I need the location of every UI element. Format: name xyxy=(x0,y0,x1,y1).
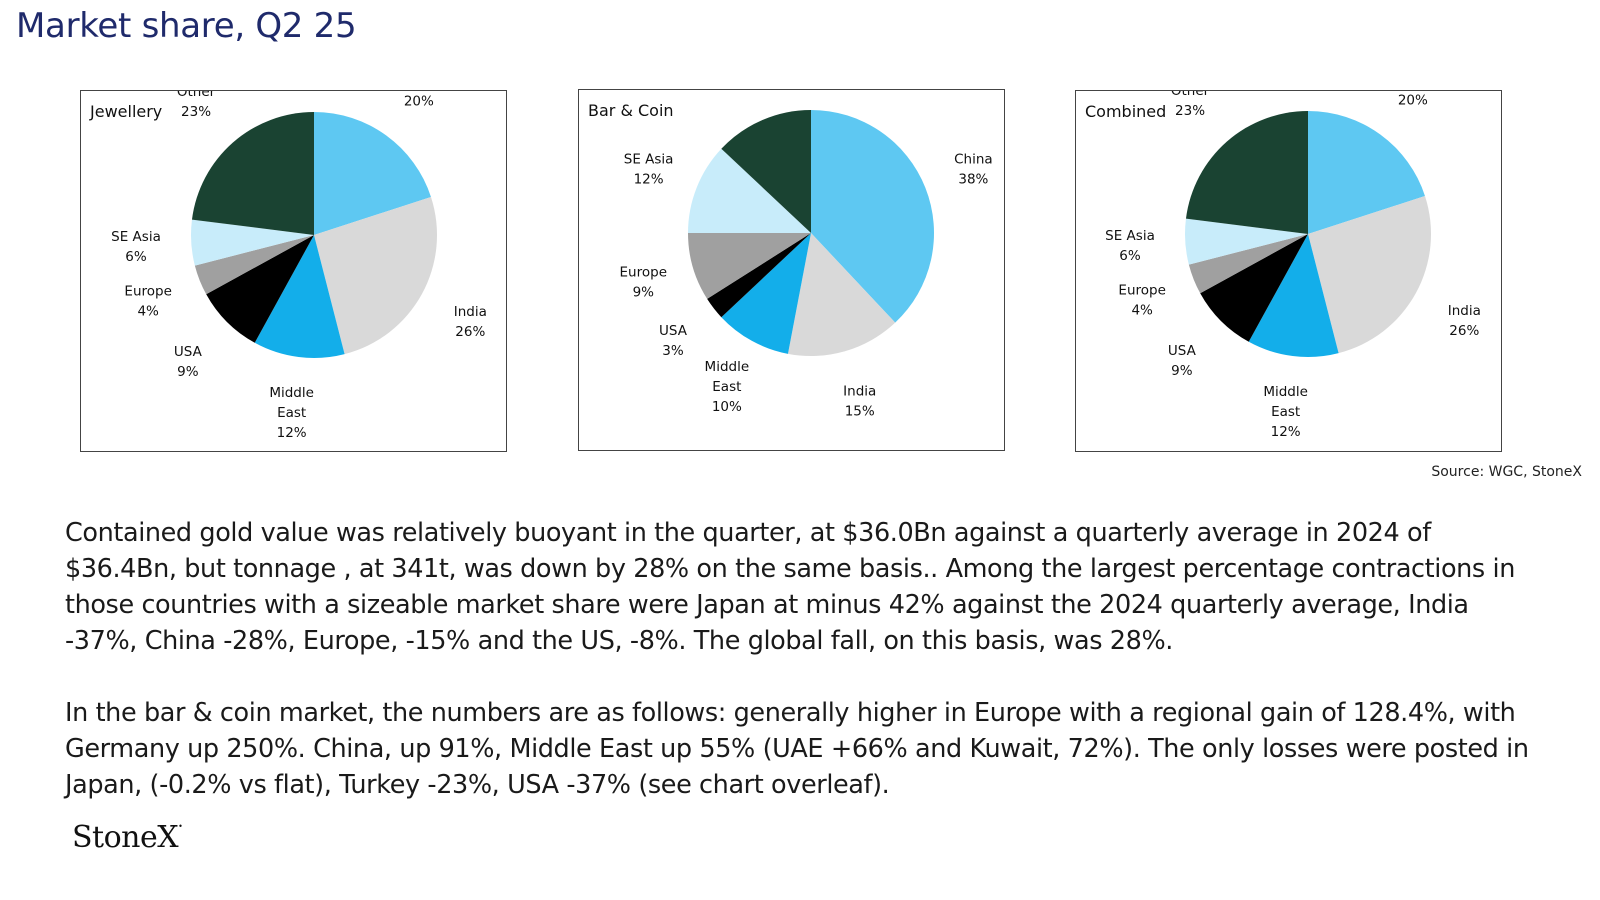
pie-slice-china xyxy=(1308,111,1425,234)
chart-title: Jewellery xyxy=(90,102,163,121)
pie-slice-middle-east xyxy=(254,235,345,358)
slice-label-china: China20% xyxy=(1394,91,1433,109)
pie-slice-india xyxy=(1308,195,1431,354)
chart-title: Combined xyxy=(1085,102,1167,121)
pie-slice-china xyxy=(314,112,431,235)
pie-slice-usa xyxy=(1200,234,1308,342)
slice-label-usa: USA 9% xyxy=(1168,343,1197,379)
slice-label-other: Other13% xyxy=(722,90,761,92)
pie-svg: China 38% India 15% Middle East 10% USA 3% Europe… xyxy=(620,90,993,420)
slice-label-se-asia: SE Asia 12% xyxy=(624,152,674,188)
slice-label-usa: USA 9% xyxy=(174,344,203,380)
pie-slice-europe xyxy=(688,233,811,299)
slice-label-china: China 38% xyxy=(954,152,993,188)
pie-slice-usa xyxy=(206,235,314,343)
slice-label-india: India 26% xyxy=(1448,303,1481,339)
slice-label-europe: Europe 4% xyxy=(1118,283,1165,319)
pie-slice-other xyxy=(1185,111,1308,234)
slice-label-europe: Europe 4% xyxy=(124,284,171,320)
slice-label-middle-east: Middle East 10% xyxy=(705,359,750,415)
paragraph: Contained gold value was relatively buoy… xyxy=(65,518,1515,656)
chart-title: Bar & Coin xyxy=(588,101,674,120)
pie-slice-other xyxy=(721,110,811,233)
slice-label-se-asia: SE Asia 6% xyxy=(111,229,161,265)
pie-slice-europe xyxy=(1188,234,1308,294)
paragraph: In the bar & coin market, the numbers ar… xyxy=(65,698,1529,800)
pie-slice-europe xyxy=(194,235,314,295)
pie-slice-india xyxy=(314,196,437,355)
pie-chart-bar-coin: China 38% India 15% Middle East 10% USA 3% Europe… xyxy=(578,89,1005,451)
slice-label-usa: USA 3% xyxy=(659,323,688,359)
pie-slice-other xyxy=(191,112,314,235)
source-note: Source: WGC, StoneX xyxy=(1431,464,1582,480)
commentary: Contained gold value was relatively buoy… xyxy=(65,515,1545,839)
pie-slice-middle-east xyxy=(721,233,811,354)
pie-slice-se-asia xyxy=(1185,218,1308,265)
slice-label-india: India 15% xyxy=(843,384,876,420)
slice-label-china: China20% xyxy=(400,91,439,110)
stonex-logo: StoneX• xyxy=(72,820,183,855)
slice-label-middle-east: Middle East 12% xyxy=(269,385,314,441)
slice-label-india: India 26% xyxy=(454,304,487,340)
pie-slice-usa xyxy=(707,233,811,318)
pie-slice-india xyxy=(787,233,896,356)
page-title: Market share, Q2 25 xyxy=(16,6,357,46)
slice-label-other: Other 23% xyxy=(177,91,216,120)
pie-slice-se-asia xyxy=(688,148,811,233)
slice-label-middle-east: Middle East 12% xyxy=(1263,384,1308,440)
pie-slice-china xyxy=(811,110,934,323)
slice-label-se-asia: SE Asia 6% xyxy=(1105,228,1155,264)
slice-label-europe: Europe 9% xyxy=(620,265,667,301)
pie-slice-middle-east xyxy=(1248,234,1339,357)
slice-label-other: Other 23% xyxy=(1171,91,1210,119)
pie-slice-se-asia xyxy=(191,219,314,266)
